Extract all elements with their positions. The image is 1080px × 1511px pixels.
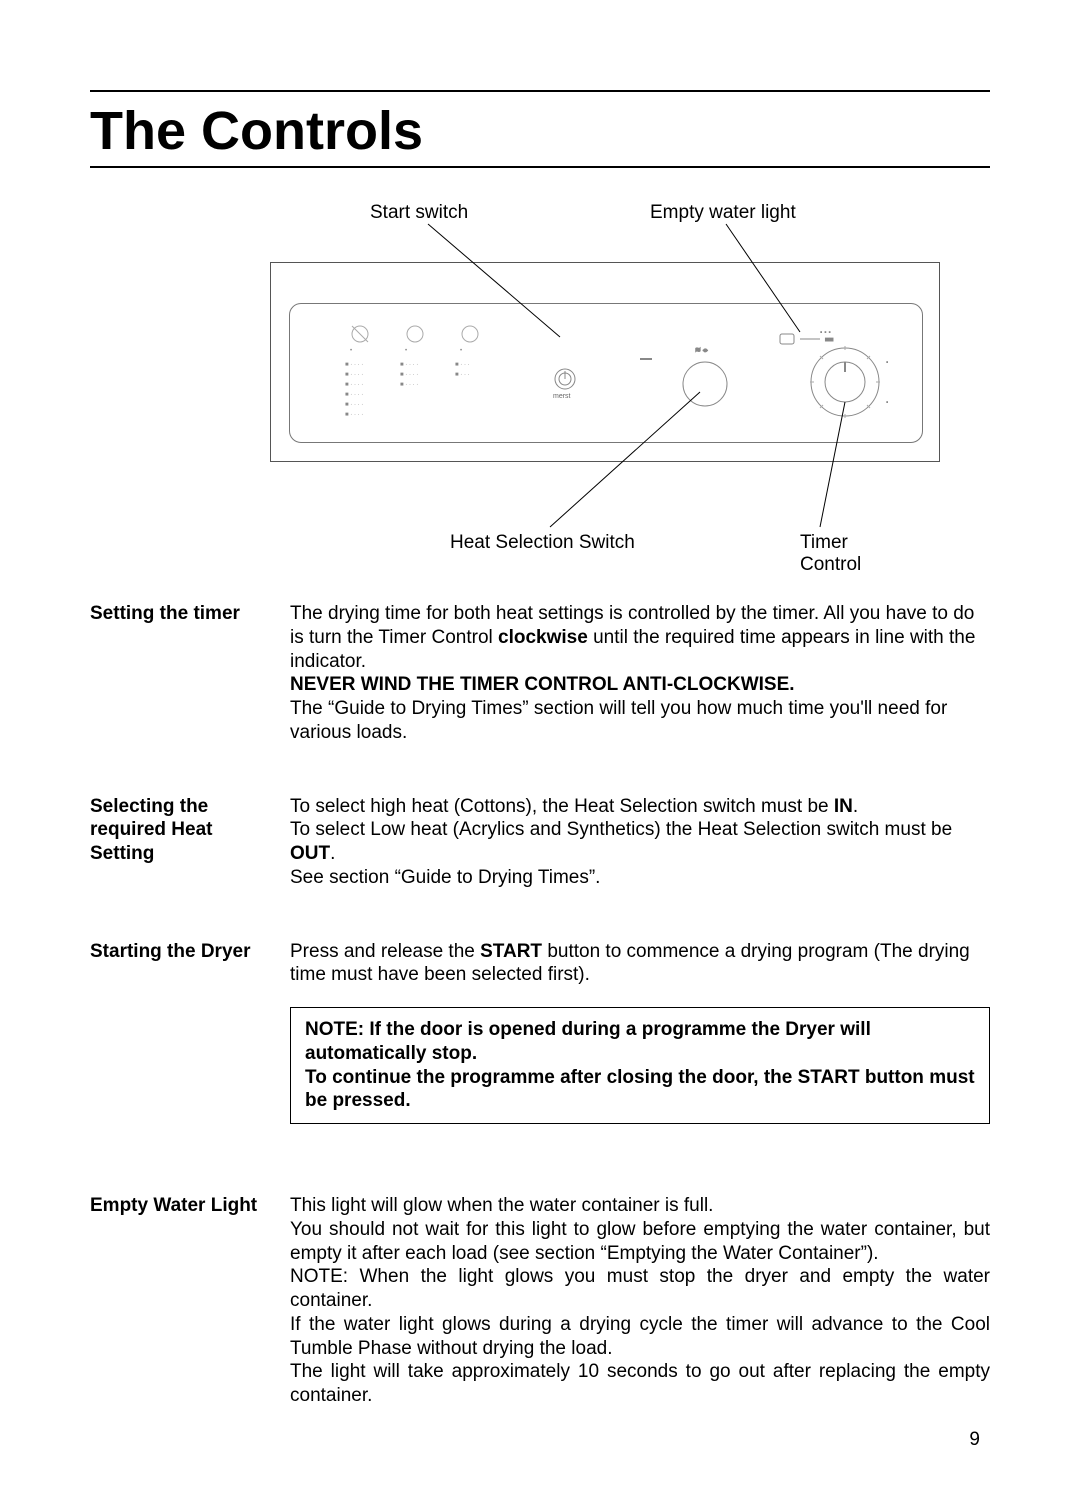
- page-title: The Controls: [90, 100, 990, 162]
- svg-text:■ · · ·: ■ · · ·: [455, 362, 470, 368]
- svg-text:■ · · · ·: ■ · · · ·: [345, 382, 363, 388]
- callout-start-switch: Start switch: [370, 202, 468, 224]
- callout-heat-selection: Heat Selection Switch: [450, 532, 635, 554]
- svg-text:·: ·: [886, 399, 888, 406]
- callout-empty-water-light: Empty water light: [650, 202, 796, 224]
- page-number: 9: [969, 1429, 980, 1451]
- svg-text:≋ ⦵: ≋ ⦵: [695, 347, 709, 354]
- section-body: Press and release the START button to co…: [290, 940, 990, 1145]
- svg-text:■ · · · ·: ■ · · · ·: [345, 412, 363, 418]
- svg-text:merst: merst: [553, 393, 571, 400]
- section-body: The drying time for both heat settings i…: [290, 602, 990, 745]
- section-body-text: This light will glow when the water cont…: [290, 1194, 990, 1408]
- section-body-text: The drying time for both heat settings i…: [290, 602, 990, 745]
- section: Selecting the required Heat SettingTo se…: [90, 795, 990, 890]
- panel-outer: • • • ■ · · · · ■ · · · · ■ · · · · ■ · · …: [270, 262, 940, 462]
- svg-text:≡≡: ≡≡: [825, 337, 833, 344]
- svg-text:•: •: [350, 348, 352, 354]
- svg-text:■ · · · ·: ■ · · · ·: [345, 372, 363, 378]
- section: Empty Water LightThis light will glow wh…: [90, 1194, 990, 1408]
- section: Setting the timerThe drying time for bot…: [90, 602, 990, 745]
- note-box: NOTE: If the door is opened during a pro…: [290, 1007, 990, 1124]
- bottom-rule: [90, 166, 990, 168]
- svg-text:■ · · · ·: ■ · · · ·: [345, 392, 363, 398]
- section-body: To select high heat (Cottons), the Heat …: [290, 795, 990, 890]
- svg-text:■ · · ·: ■ · · ·: [455, 372, 470, 378]
- svg-text:■ · · · ·: ■ · · · ·: [345, 402, 363, 408]
- section: Starting the DryerPress and release the …: [90, 940, 990, 1145]
- section-body: This light will glow when the water cont…: [290, 1194, 990, 1408]
- section-label: Empty Water Light: [90, 1194, 290, 1408]
- section-label: Selecting the required Heat Setting: [90, 795, 290, 890]
- svg-text:■ · · · ·: ■ · · · ·: [345, 362, 363, 368]
- top-rule: [90, 90, 990, 92]
- panel-svg: • • • ■ · · · · ■ · · · · ■ · · · · ■ · · …: [290, 304, 924, 444]
- svg-text:•: •: [405, 348, 407, 354]
- callout-timer-line1: Timer: [800, 532, 848, 553]
- svg-text:■ · · · ·: ■ · · · ·: [400, 362, 418, 368]
- control-panel-diagram: Start switch Empty water light Heat Sele…: [90, 192, 990, 592]
- svg-text:■ · · · ·: ■ · · · ·: [400, 372, 418, 378]
- panel-inner: • • • ■ · · · · ■ · · · · ■ · · · · ■ · · …: [289, 303, 923, 443]
- section-label: Setting the timer: [90, 602, 290, 745]
- section-body-text: To select high heat (Cottons), the Heat …: [290, 795, 990, 890]
- callout-timer-line2: Control: [800, 554, 861, 575]
- svg-text:•: •: [460, 348, 462, 354]
- callout-timer-control: Timer Control: [800, 532, 861, 576]
- section-body-text: Press and release the START button to co…: [290, 940, 990, 988]
- svg-text:· · ·: · · ·: [820, 329, 831, 336]
- svg-text:·: ·: [886, 359, 888, 366]
- sections: Setting the timerThe drying time for bot…: [90, 602, 990, 1408]
- svg-text:■ · · · ·: ■ · · · ·: [400, 382, 418, 388]
- section-label: Starting the Dryer: [90, 940, 290, 1145]
